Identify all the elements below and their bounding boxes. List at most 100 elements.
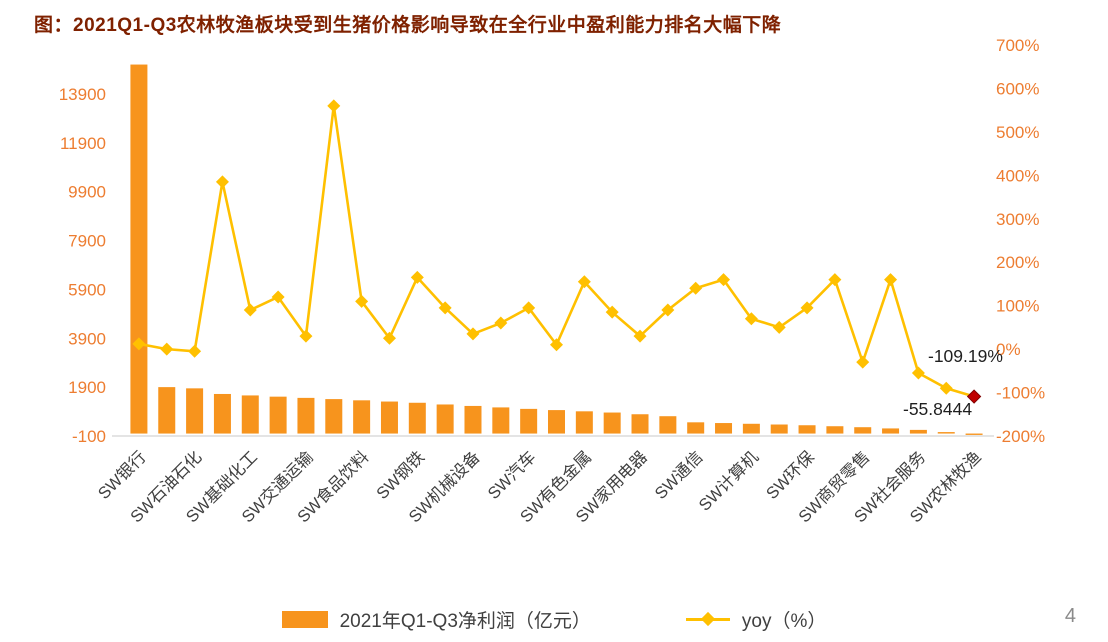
data-label-annotation: -55.8444 — [903, 399, 972, 419]
yoy-marker-icon — [772, 320, 786, 334]
x-axis-category-label: SW通信 — [651, 447, 707, 503]
net-profit-bar — [492, 407, 510, 434]
net-profit-bar — [603, 412, 621, 434]
x-axis-category-label: SW计算机 — [695, 447, 763, 515]
yoy-marker-icon — [410, 270, 424, 284]
yoy-marker-icon — [661, 303, 675, 317]
right-axis-tick-label: -100% — [996, 384, 1045, 403]
yoy-line — [138, 104, 975, 398]
yoy-markers — [132, 99, 982, 404]
net-profit-bar — [937, 432, 955, 434]
left-axis-tick-labels: -100 1900 3900 5900 7900 9900 11900 13900 — [59, 85, 106, 446]
bar-legend-label: 2021年Q1-Q3净利润（亿元） — [339, 610, 591, 632]
yoy-marker-icon — [299, 329, 313, 343]
net-profit-bar — [186, 388, 204, 434]
right-axis-tick-label: 700% — [996, 36, 1039, 55]
legend-item-bar: 2021年Q1-Q3净利润（亿元） — [281, 606, 591, 633]
net-profit-bar — [882, 428, 900, 434]
net-profit-bar — [436, 404, 454, 434]
left-axis-tick-label: 1900 — [68, 378, 106, 397]
net-profit-bar — [325, 399, 343, 434]
yoy-marker-icon — [355, 294, 369, 308]
yoy-marker-icon — [744, 312, 758, 326]
yoy-last-marker-icon — [966, 389, 982, 404]
right-axis-tick-label: -200% — [996, 427, 1045, 446]
x-axis-category-label: SW钢铁 — [373, 447, 429, 503]
yoy-marker-icon — [577, 275, 591, 289]
net-profit-bar — [130, 64, 148, 434]
yoy-marker-icon — [271, 290, 285, 304]
yoy-marker-icon — [215, 175, 229, 189]
legend-item-line: yoy（%） — [685, 606, 827, 633]
yoy-marker-icon — [160, 342, 174, 356]
net-profit-bar — [715, 423, 733, 434]
yoy-marker-icon — [633, 329, 647, 343]
yoy-marker-icon — [382, 331, 396, 345]
yoy-marker-icon — [800, 301, 814, 315]
net-profit-bar — [742, 423, 760, 434]
chart-legend: 2021年Q1-Q3净利润（亿元） yoy（%） — [0, 602, 1108, 636]
yoy-marker-icon — [188, 344, 202, 358]
net-profit-bar — [464, 405, 482, 434]
right-axis-tick-labels: 700% 600% 500% 400% 300% 200% 100% 0% -100% -200% — [996, 36, 1045, 446]
net-profit-bars — [130, 64, 983, 435]
yoy-marker-icon — [911, 366, 925, 380]
right-axis-tick-label: 400% — [996, 166, 1039, 185]
net-profit-bar — [353, 400, 371, 434]
yoy-marker-icon — [132, 337, 146, 351]
net-profit-bar — [380, 401, 398, 434]
yoy-marker-icon — [466, 327, 480, 341]
right-axis-tick-label: 100% — [996, 297, 1039, 316]
left-axis-tick-label: 9900 — [68, 183, 106, 202]
left-axis-tick-label: 3900 — [68, 329, 106, 348]
yoy-marker-icon — [856, 355, 870, 369]
net-profit-bar — [548, 410, 565, 434]
combo-chart: -100 1900 3900 5900 7900 9900 11900 13900 700% 60… — [59, 36, 1045, 526]
chart-title: 图：2021Q1-Q3农林牧渔板块受到生猪价格影响导致在全行业中盈利能力排名大幅… — [34, 15, 782, 36]
line-legend-label: yoy（%） — [741, 610, 827, 632]
yoy-marker-icon — [438, 301, 452, 315]
net-profit-bar — [854, 427, 872, 434]
net-profit-bar — [631, 414, 649, 434]
yoy-marker-icon — [522, 301, 536, 315]
net-profit-bar — [158, 387, 176, 434]
right-axis-tick-label: 600% — [996, 79, 1039, 98]
yoy-marker-icon — [828, 273, 842, 287]
net-profit-bar — [575, 411, 593, 434]
line-legend-swatch-icon — [685, 611, 730, 627]
left-axis-tick-label: 7900 — [68, 232, 106, 251]
net-profit-bar — [213, 393, 231, 434]
net-profit-bar — [687, 422, 705, 434]
x-axis-category-label: SW环保 — [762, 447, 818, 503]
right-axis-tick-label: 300% — [996, 210, 1039, 229]
net-profit-bar — [909, 429, 927, 434]
yoy-marker-icon — [605, 305, 619, 319]
yoy-marker-icon — [243, 303, 257, 317]
left-axis-tick-label: 5900 — [68, 280, 106, 299]
net-profit-bar — [659, 416, 677, 434]
net-profit-bar — [297, 397, 315, 434]
yoy-marker-icon — [884, 273, 898, 287]
net-profit-bar — [965, 433, 983, 435]
yoy-marker-icon — [550, 338, 563, 352]
bar-legend-swatch-icon — [281, 610, 328, 628]
net-profit-bar — [798, 425, 816, 434]
left-axis-tick-label: 13900 — [59, 85, 106, 104]
data-label-annotations: -109.19% -55.8444 — [903, 346, 1003, 419]
yoy-marker-icon — [327, 99, 341, 113]
left-axis-tick-label: -100 — [72, 427, 106, 446]
net-profit-bar — [241, 395, 259, 434]
x-axis-category-label: SW汽车 — [484, 447, 540, 503]
yoy-marker-icon — [717, 273, 731, 287]
legend-diamond-icon — [700, 611, 715, 627]
right-axis-tick-label: 200% — [996, 253, 1039, 272]
yoy-marker-icon — [939, 381, 953, 395]
page-number: 4 — [1064, 605, 1076, 627]
net-profit-bar — [770, 424, 788, 434]
right-axis-tick-label: 0% — [996, 340, 1021, 359]
left-axis-tick-label: 11900 — [60, 134, 106, 153]
net-profit-bar — [520, 408, 538, 434]
data-label-annotation: -109.19% — [928, 346, 1003, 366]
